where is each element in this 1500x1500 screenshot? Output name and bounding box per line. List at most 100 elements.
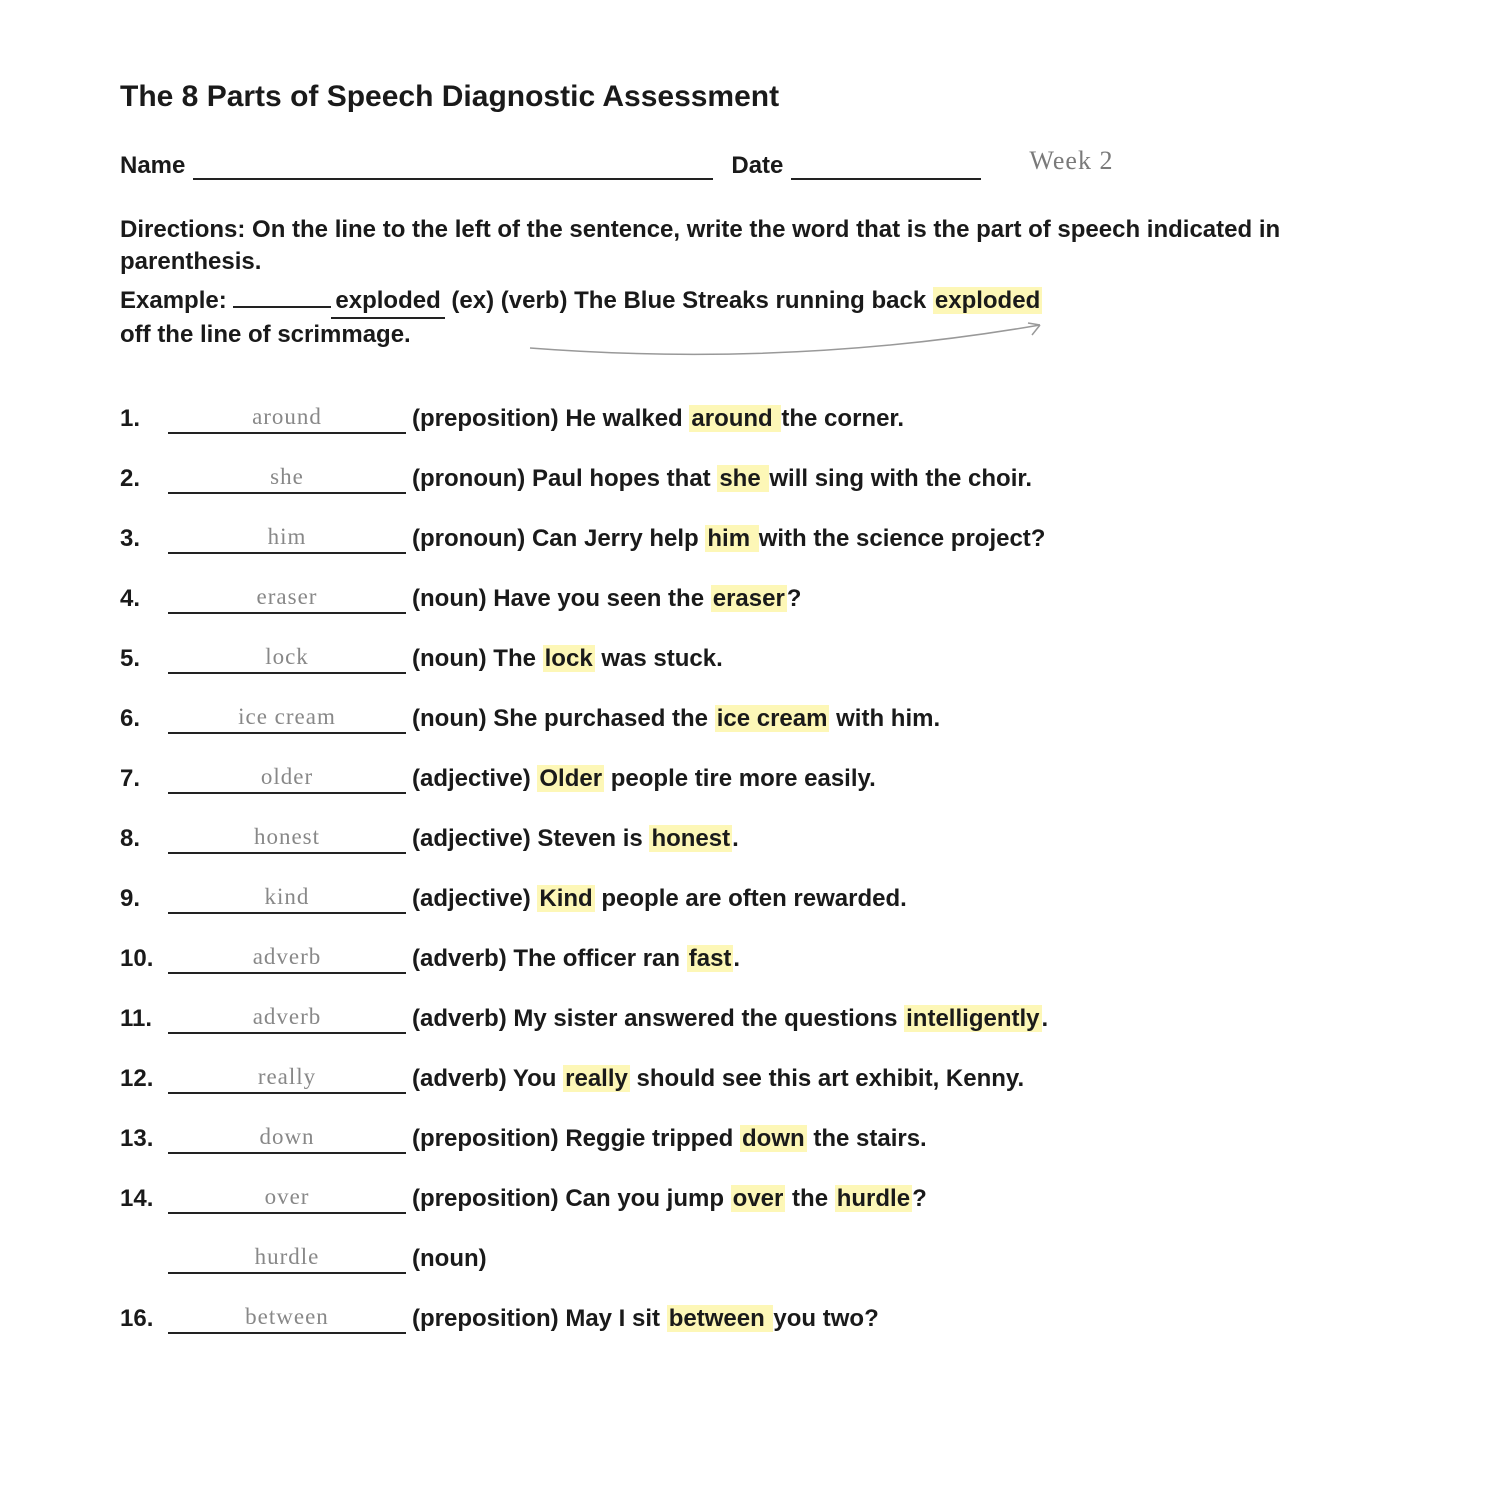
highlighted-word: Older — [537, 765, 604, 792]
question-row: 14.over(preposition) Can you jump over t… — [120, 1182, 1380, 1214]
question-number: 16. — [120, 1305, 168, 1334]
highlighted-word: him — [705, 525, 758, 552]
answer-line[interactable]: hurdle — [168, 1242, 406, 1274]
part-of-speech-label: (adjective) — [412, 885, 531, 912]
directions-text: Directions: On the line to the left of t… — [120, 214, 1380, 279]
highlighted-word: really — [563, 1065, 630, 1092]
highlighted-word-2: hurdle — [835, 1185, 912, 1212]
part-of-speech-label: (preposition) — [412, 405, 559, 432]
answer-line[interactable]: ice cream — [168, 702, 406, 734]
sentence-post: was stuck. — [595, 645, 723, 672]
highlighted-word: intelligently — [904, 1005, 1041, 1032]
sentence-pre: Paul hopes that — [525, 465, 717, 492]
highlighted-word: Kind — [537, 885, 594, 912]
question-text: (adverb) The officer ran fast. — [412, 945, 1380, 974]
sentence-post: . — [732, 825, 739, 852]
question-row: 13.down(preposition) Reggie tripped down… — [120, 1122, 1380, 1154]
date-label: Date — [731, 152, 783, 180]
answer-line[interactable]: around — [168, 402, 406, 434]
highlighted-word: between — [667, 1305, 774, 1332]
sentence-pre: Steven is — [531, 825, 650, 852]
answer-line[interactable]: older — [168, 762, 406, 794]
answer-line[interactable]: adverb — [168, 1002, 406, 1034]
question-number: 7. — [120, 765, 168, 794]
question-row: hurdle(noun) — [120, 1242, 1380, 1274]
sentence-pre: Can Jerry help — [525, 525, 705, 552]
name-input-line[interactable] — [193, 156, 713, 180]
question-number: 6. — [120, 705, 168, 734]
sentence-post-2: ? — [912, 1185, 927, 1212]
sentence-pre: He walked — [559, 405, 690, 432]
question-row: 5.lock(noun) The lock was stuck. — [120, 642, 1380, 674]
question-text: (noun) — [412, 1245, 1380, 1274]
part-of-speech-label: (preposition) — [412, 1185, 559, 1212]
example-line2: off the line of scrimmage. — [120, 321, 411, 348]
sentence-pre: Reggie tripped — [559, 1125, 740, 1152]
question-row: 3.him(pronoun) Can Jerry help him with t… — [120, 522, 1380, 554]
example-highlight: exploded — [933, 287, 1042, 314]
question-row: 16.between(preposition) May I sit betwee… — [120, 1302, 1380, 1334]
sentence-post: people tire more easily. — [604, 765, 876, 792]
question-text: (pronoun) Can Jerry help him with the sc… — [412, 525, 1380, 554]
answer-line[interactable]: honest — [168, 822, 406, 854]
answer-line[interactable]: between — [168, 1302, 406, 1334]
answer-line[interactable]: down — [168, 1122, 406, 1154]
answer-line[interactable]: lock — [168, 642, 406, 674]
highlighted-word: eraser — [711, 585, 787, 612]
part-of-speech-label: (noun) — [412, 705, 487, 732]
highlighted-word: over — [731, 1185, 786, 1212]
answer-line[interactable]: adverb — [168, 942, 406, 974]
highlighted-word: honest — [649, 825, 732, 852]
answer-line[interactable]: she — [168, 462, 406, 494]
question-row: 10.adverb(adverb) The officer ran fast. — [120, 942, 1380, 974]
part-of-speech-label: (adverb) — [412, 1005, 507, 1032]
highlighted-word: ice cream — [715, 705, 830, 732]
example-after: (ex) (verb) The Blue Streaks running bac… — [451, 287, 932, 314]
sentence-post: with the science project? — [759, 525, 1046, 552]
highlighted-word: fast — [687, 945, 734, 972]
answer-line[interactable]: over — [168, 1182, 406, 1214]
sentence-post: the — [785, 1185, 834, 1212]
sentence-post: should see this art exhibit, Kenny. — [630, 1065, 1024, 1092]
question-row: 2.she(pronoun) Paul hopes that she will … — [120, 462, 1380, 494]
question-text: (adverb) My sister answered the question… — [412, 1005, 1380, 1034]
question-text: (adjective) Steven is honest. — [412, 825, 1380, 854]
sentence-post: people are often rewarded. — [595, 885, 907, 912]
question-text: (preposition) He walked around the corne… — [412, 405, 1380, 434]
part-of-speech-label: (noun) — [412, 645, 487, 672]
answer-line[interactable]: eraser — [168, 582, 406, 614]
sentence-post: you two? — [773, 1305, 878, 1332]
sentence-pre: The officer ran — [507, 945, 687, 972]
question-row: 4.eraser(noun) Have you seen the eraser? — [120, 582, 1380, 614]
part-of-speech-label: (adjective) — [412, 825, 531, 852]
question-number: 2. — [120, 465, 168, 494]
sentence-pre: My sister answered the questions — [507, 1005, 904, 1032]
question-number: 11. — [120, 1005, 168, 1034]
example-prefix: Example: — [120, 287, 233, 314]
example-blank-pre — [233, 306, 331, 308]
question-row: 11.adverb(adverb) My sister answered the… — [120, 1002, 1380, 1034]
date-input-line[interactable] — [791, 156, 981, 180]
question-number: 5. — [120, 645, 168, 674]
answer-line[interactable]: him — [168, 522, 406, 554]
sentence-pre: She purchased the — [487, 705, 715, 732]
header-row: Name Date Week 2 — [120, 150, 1380, 180]
highlighted-word: down — [740, 1125, 807, 1152]
question-text: (adverb) You really should see this art … — [412, 1065, 1380, 1094]
answer-line[interactable]: really — [168, 1062, 406, 1094]
question-text: (adjective) Older people tire more easil… — [412, 765, 1380, 794]
question-number: 10. — [120, 945, 168, 974]
question-number: 13. — [120, 1125, 168, 1154]
sentence-pre: Have you seen the — [487, 585, 711, 612]
sentence-post: the corner. — [781, 405, 904, 432]
page-title: The 8 Parts of Speech Diagnostic Assessm… — [120, 80, 1380, 114]
example-block: Example: exploded (ex) (verb) The Blue S… — [120, 285, 1380, 352]
sentence-pre: You — [507, 1065, 563, 1092]
question-number: 12. — [120, 1065, 168, 1094]
worksheet-page: The 8 Parts of Speech Diagnostic Assessm… — [0, 0, 1500, 1334]
question-text: (preposition) Can you jump over the hurd… — [412, 1185, 1380, 1214]
question-number: 14. — [120, 1185, 168, 1214]
answer-line[interactable]: kind — [168, 882, 406, 914]
part-of-speech-label: (adjective) — [412, 765, 531, 792]
sentence-post: ? — [787, 585, 802, 612]
